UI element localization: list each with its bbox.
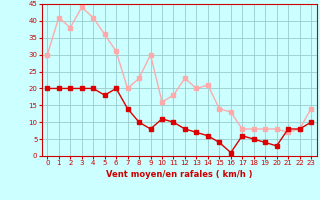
X-axis label: Vent moyen/en rafales ( km/h ): Vent moyen/en rafales ( km/h ) <box>106 170 252 179</box>
